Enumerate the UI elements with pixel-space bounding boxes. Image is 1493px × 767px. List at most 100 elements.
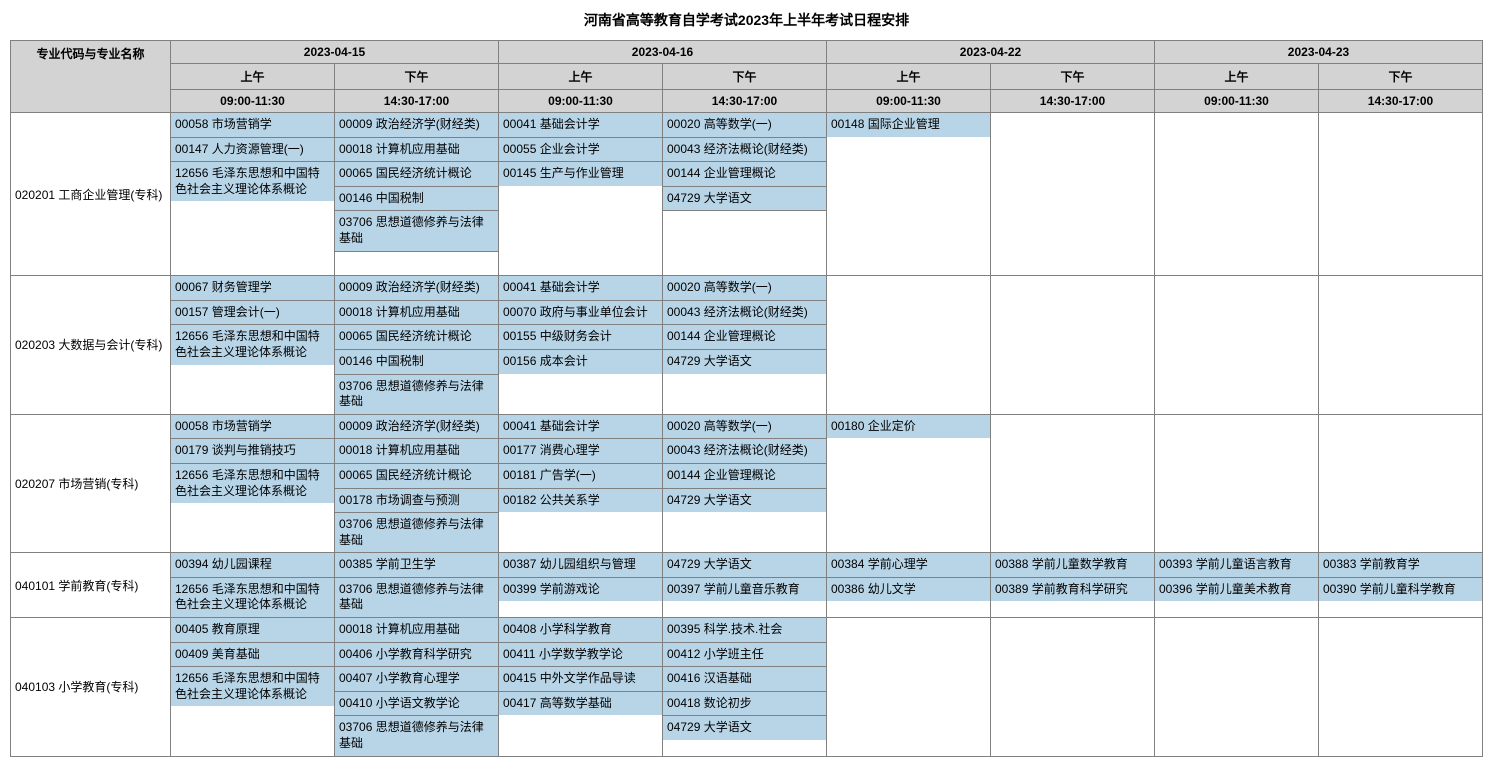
course-cell: 00058 市场营销学00147 人力资源管理(一)12656 毛泽东思想和中国… [171,113,335,276]
course-item [335,252,498,276]
header-time-pm-3: 14:30-17:00 [1319,90,1483,113]
course-item: 00041 基础会计学 [499,276,662,301]
course-item: 04729 大学语文 [663,187,826,212]
header-session-pm-1: 下午 [663,64,827,90]
course-item: 00043 经济法概论(财经类) [663,138,826,163]
course-item: 00418 数论初步 [663,692,826,717]
course-item: 04729 大学语文 [663,553,826,578]
header-session-pm-0: 下午 [335,64,499,90]
course-item: 00406 小学教育科学研究 [335,643,498,668]
course-item: 12656 毛泽东思想和中国特色社会主义理论体系概论 [171,578,334,617]
course-cell [1155,618,1319,757]
course-cell: 00058 市场营销学00179 谈判与推销技巧12656 毛泽东思想和中国特色… [171,414,335,553]
course-item: 00065 国民经济统计概论 [335,325,498,350]
header-major: 专业代码与专业名称 [11,41,171,113]
header-session-am-3: 上午 [1155,64,1319,90]
course-item: 00147 人力资源管理(一) [171,138,334,163]
course-item: 00408 小学科学教育 [499,618,662,643]
header-date-2: 2023-04-22 [827,41,1155,64]
header-session-pm-3: 下午 [1319,64,1483,90]
header-time-am-1: 09:00-11:30 [499,90,663,113]
course-cell: 00041 基础会计学00055 企业会计学00145 生产与作业管理 [499,113,663,276]
course-item: 00020 高等数学(一) [663,415,826,440]
course-item: 00411 小学数学教学论 [499,643,662,668]
major-cell: 040101 学前教育(专科) [11,553,171,618]
course-item: 00018 计算机应用基础 [335,439,498,464]
course-item: 00055 企业会计学 [499,138,662,163]
header-time-pm-1: 14:30-17:00 [663,90,827,113]
table-row: 040103 小学教育(专科)00405 教育原理00409 美育基础12656… [11,618,1483,757]
major-cell: 020207 市场营销(专科) [11,414,171,553]
course-item: 00020 高等数学(一) [663,113,826,138]
course-cell: 00388 学前儿童数学教育00389 学前教育科学研究 [991,553,1155,618]
course-item: 03706 思想道德修养与法律基础 [335,513,498,552]
course-cell: 00383 学前教育学00390 学前儿童科学教育 [1319,553,1483,618]
course-cell [991,414,1155,553]
course-item: 12656 毛泽东思想和中国特色社会主义理论体系概论 [171,325,334,364]
header-time-am-2: 09:00-11:30 [827,90,991,113]
course-item: 00385 学前卫生学 [335,553,498,578]
course-item: 00180 企业定价 [827,415,990,439]
course-cell: 00384 学前心理学00386 幼儿文学 [827,553,991,618]
course-cell [827,276,991,415]
header-time-pm-0: 14:30-17:00 [335,90,499,113]
course-item: 00399 学前游戏论 [499,578,662,602]
course-cell: 00009 政治经济学(财经类)00018 计算机应用基础00065 国民经济统… [335,276,499,415]
course-item: 00407 小学教育心理学 [335,667,498,692]
course-item: 00058 市场营销学 [171,113,334,138]
header-date-3: 2023-04-23 [1155,41,1483,64]
course-item: 04729 大学语文 [663,716,826,740]
course-item: 00009 政治经济学(财经类) [335,276,498,301]
course-item: 00417 高等数学基础 [499,692,662,716]
course-item: 00041 基础会计学 [499,113,662,138]
course-item: 03706 思想道德修养与法律基础 [335,211,498,251]
course-item: 00390 学前儿童科学教育 [1319,578,1482,602]
course-cell: 00020 高等数学(一)00043 经济法概论(财经类)00144 企业管理概… [663,113,827,276]
header-session-pm-2: 下午 [991,64,1155,90]
course-item: 00409 美育基础 [171,643,334,668]
course-item: 00018 计算机应用基础 [335,618,498,643]
course-item: 04729 大学语文 [663,489,826,513]
course-cell: 00018 计算机应用基础00406 小学教育科学研究00407 小学教育心理学… [335,618,499,757]
course-cell [1319,414,1483,553]
course-cell: 00408 小学科学教育00411 小学数学教学论00415 中外文学作品导读0… [499,618,663,757]
course-item: 00393 学前儿童语言教育 [1155,553,1318,578]
course-item: 00181 广告学(一) [499,464,662,489]
course-item: 00145 生产与作业管理 [499,162,662,186]
course-item: 00389 学前教育科学研究 [991,578,1154,602]
course-cell: 00387 幼儿园组织与管理00399 学前游戏论 [499,553,663,618]
course-item: 00144 企业管理概论 [663,162,826,187]
course-cell [991,276,1155,415]
header-session-am-2: 上午 [827,64,991,90]
course-item: 00148 国际企业管理 [827,113,990,137]
course-cell [1155,414,1319,553]
course-cell: 00041 基础会计学00070 政府与事业单位会计00155 中级财务会计00… [499,276,663,415]
course-cell: 00180 企业定价 [827,414,991,553]
course-item: 00395 科学.技术.社会 [663,618,826,643]
course-cell: 00395 科学.技术.社会00412 小学班主任00416 汉语基础00418… [663,618,827,757]
course-item: 00146 中国税制 [335,350,498,375]
course-item: 00387 幼儿园组织与管理 [499,553,662,578]
course-item: 00144 企业管理概论 [663,325,826,350]
course-item: 00067 财务管理学 [171,276,334,301]
course-item: 03706 思想道德修养与法律基础 [335,375,498,414]
course-cell [1155,113,1319,276]
course-cell: 00009 政治经济学(财经类)00018 计算机应用基础00065 国民经济统… [335,113,499,276]
course-item: 00415 中外文学作品导读 [499,667,662,692]
course-cell: 00148 国际企业管理 [827,113,991,276]
course-item: 00383 学前教育学 [1319,553,1482,578]
course-item: 00058 市场营销学 [171,415,334,440]
course-item: 00043 经济法概论(财经类) [663,439,826,464]
course-item: 04729 大学语文 [663,350,826,374]
course-cell: 00009 政治经济学(财经类)00018 计算机应用基础00065 国民经济统… [335,414,499,553]
course-item: 00396 学前儿童美术教育 [1155,578,1318,602]
course-item: 00384 学前心理学 [827,553,990,578]
course-item: 03706 思想道德修养与法律基础 [335,716,498,755]
course-item: 00405 教育原理 [171,618,334,643]
table-row: 040101 学前教育(专科)00394 幼儿园课程12656 毛泽东思想和中国… [11,553,1483,618]
course-item: 00041 基础会计学 [499,415,662,440]
table-header: 专业代码与专业名称 2023-04-15 2023-04-16 2023-04-… [11,41,1483,113]
header-date-0: 2023-04-15 [171,41,499,64]
page-title: 河南省高等教育自学考试2023年上半年考试日程安排 [10,10,1483,30]
course-item: 00009 政治经济学(财经类) [335,113,498,138]
